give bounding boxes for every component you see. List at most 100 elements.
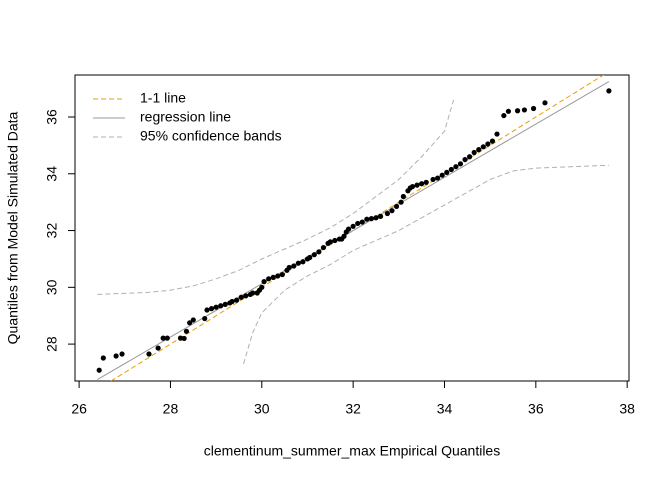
y-tick-label: 36 [44,109,60,125]
y-axis-label: Quantiles from Model Simulated Data [5,111,21,344]
point [542,100,548,106]
point [202,315,208,322]
point [489,138,496,144]
point [208,306,215,312]
point [373,215,379,221]
point [393,203,400,210]
point [514,108,521,114]
point [453,164,459,170]
point [332,237,338,244]
point [435,175,441,181]
point [113,353,119,359]
point [320,244,327,251]
point [286,264,292,271]
point [295,260,301,266]
point [368,216,375,222]
x-tick-label: 38 [619,401,635,417]
point [307,254,313,261]
point [430,176,436,183]
reference-line [97,81,610,381]
legend-label: 95% confidence bands [140,128,282,144]
point [398,199,404,205]
point [485,141,491,147]
point [341,233,347,239]
point [155,345,161,351]
point [444,169,450,175]
point [530,105,537,112]
point [409,183,416,190]
y-tick-label: 34 [44,166,60,182]
point [291,263,297,269]
point [160,335,166,341]
point [218,303,224,309]
point [300,259,306,265]
x-tick-label: 26 [71,401,87,417]
point [439,172,445,178]
point [164,335,170,341]
point [457,161,464,167]
point [96,367,102,373]
point [423,179,429,185]
point [146,351,152,357]
y-tick-label: 32 [44,223,60,239]
legend-label: regression line [140,109,231,125]
point [238,294,244,300]
point [467,154,473,160]
point [355,220,361,227]
legend-label: 1-1 line [140,90,186,106]
point [316,249,322,255]
point [606,88,612,94]
point [414,182,420,188]
point [462,156,468,163]
point [505,108,512,114]
point [359,219,365,225]
point [384,210,390,217]
point [229,298,235,305]
x-tick-label: 34 [437,401,453,417]
point [377,213,384,219]
point [222,301,228,307]
x-tick-label: 36 [528,401,544,417]
point [275,273,281,279]
point [250,290,256,296]
confidence-band [243,164,609,365]
point [100,355,106,361]
point [448,166,454,173]
point [190,317,196,323]
point [119,351,125,357]
point [183,328,190,334]
point [476,147,482,153]
x-tick-label: 32 [345,401,361,417]
x-axis-label: clementinum_summer_max Empirical Quantil… [204,443,500,459]
y-tick-label: 30 [44,279,60,295]
point [389,208,395,214]
point [364,216,370,222]
x-tick-label: 28 [163,401,179,417]
point [279,271,285,278]
point [345,226,352,232]
point [494,131,500,137]
point [266,276,272,282]
point [419,181,425,187]
point [204,307,210,313]
confidence-band [97,99,455,295]
point [213,304,219,310]
point [501,112,507,119]
point [350,223,356,229]
point [311,252,317,258]
point [243,293,249,299]
x-tick-label: 30 [254,401,270,417]
y-tick-label: 28 [44,336,60,352]
point [187,320,193,326]
point [521,107,528,113]
point [270,274,276,280]
point [181,335,187,342]
point [480,144,486,150]
point [327,239,333,245]
point [234,297,240,303]
point [400,193,406,200]
point [261,279,267,285]
point [471,149,477,156]
